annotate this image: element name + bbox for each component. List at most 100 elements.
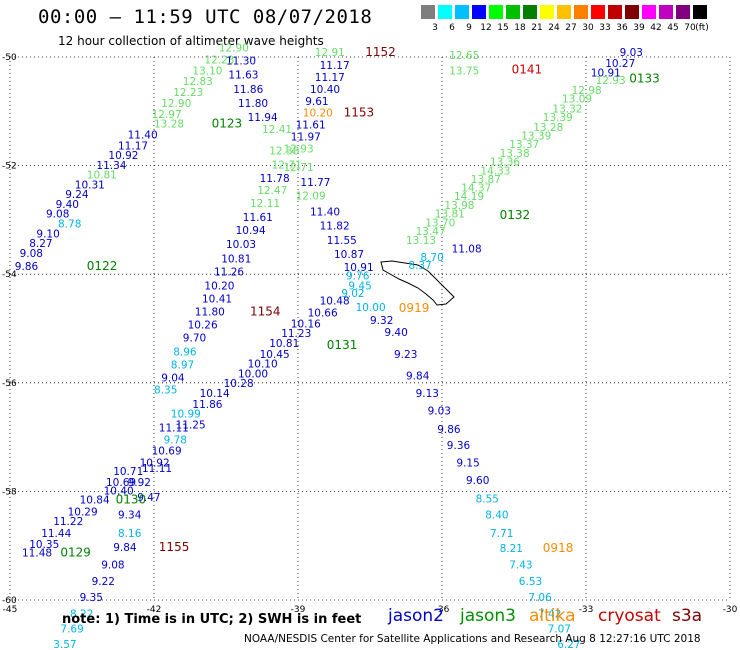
- wave-height-label: 11.40: [310, 207, 340, 219]
- wave-height-label: 10.27: [605, 58, 635, 70]
- wave-height-label: 11.48: [22, 548, 52, 560]
- wave-height-label: 9.04: [161, 373, 185, 385]
- wave-height-label: 13.70: [425, 217, 455, 229]
- pass-time-label: 0131: [327, 338, 358, 352]
- pass-time-label: 1153: [344, 106, 375, 120]
- wave-height-label: 11.22: [53, 516, 83, 528]
- lon-tick-label: -36: [435, 605, 450, 615]
- wave-height-label: 9.03: [620, 47, 643, 59]
- wave-height-label: 11.80: [195, 306, 225, 318]
- wave-height-label: 8.22: [70, 608, 93, 620]
- wave-height-label: 8.16: [118, 528, 142, 540]
- legend-swatch: [625, 5, 639, 19]
- wave-height-label: 10.94: [236, 225, 266, 237]
- legend-swatch: [455, 5, 469, 19]
- wave-height-label: 11.61: [296, 120, 326, 132]
- wave-height-label: 7.43: [509, 560, 532, 572]
- wave-height-label: 11.23: [281, 328, 311, 340]
- wave-height-label: 10.40: [310, 84, 340, 96]
- wave-height-label: 10.26: [188, 320, 218, 332]
- wave-height-label: 13.39: [521, 131, 551, 143]
- wave-height-label: 11.77: [300, 177, 330, 189]
- wave-height-label: 13.28: [533, 122, 563, 134]
- satellite-cryosat: cryosat: [598, 606, 661, 626]
- legend-label: 18: [514, 23, 526, 33]
- wave-height-label: 14.33: [480, 165, 510, 177]
- wave-height-label: 10.92: [108, 150, 138, 162]
- legend-label: 12: [480, 23, 492, 33]
- wave-height-label: 12.65: [449, 50, 479, 62]
- lat-tick-label: -50: [2, 53, 17, 63]
- pass-time-label: 0133: [629, 72, 660, 86]
- wave-height-label: 7.07: [548, 624, 571, 636]
- wave-height-label: 8.21: [500, 543, 523, 555]
- wave-height-label: 9.61: [305, 96, 328, 108]
- wave-height-label: 10.91: [344, 262, 374, 274]
- wave-height-label: 10.31: [75, 179, 105, 191]
- satellite-altika: altika: [529, 606, 576, 626]
- wave-height-label: 12.38: [269, 146, 299, 158]
- legend-label: 21: [531, 23, 543, 33]
- page-subtitle: 12 hour collection of altimeter wave hei…: [58, 34, 324, 48]
- wave-height-label: 11.97: [291, 132, 321, 144]
- wave-height-label: 12.41: [262, 124, 292, 136]
- wave-height-label: 12.83: [183, 76, 213, 88]
- wave-height-label: 10.14: [200, 388, 230, 400]
- wave-height-label: 12.90: [219, 43, 249, 55]
- wave-height-label: 8.78: [58, 219, 81, 231]
- wave-height-label: 10.35: [29, 539, 59, 551]
- wave-height-label: 10.87: [334, 249, 364, 261]
- wave-height-label: 9.45: [348, 280, 371, 292]
- wave-height-label: 13.10: [192, 65, 222, 77]
- wave-height-label: 8.70: [420, 252, 443, 264]
- wave-height-label: 13.38: [500, 148, 530, 160]
- wave-height-label: 9.86: [15, 261, 39, 273]
- lon-tick-label: -42: [147, 605, 162, 615]
- pass-time-label: 0141: [512, 62, 543, 76]
- wave-height-label: 12.23: [173, 87, 203, 99]
- wave-height-label: 10.81: [221, 253, 251, 265]
- wave-height-label: 6.27: [557, 639, 580, 650]
- wave-height-label: 10.40: [104, 486, 134, 498]
- wave-height-label: 12.71: [272, 159, 302, 171]
- pass-time-label: 0123: [212, 117, 243, 131]
- wave-height-label: 11.61: [243, 212, 273, 224]
- wave-height-label: 12.93: [596, 75, 626, 87]
- wave-height-label: 11.44: [41, 528, 71, 540]
- wave-height-label: 10.71: [113, 466, 143, 478]
- wave-height-label: 7.42: [538, 608, 561, 620]
- wave-height-label: 12.47: [257, 185, 287, 197]
- wave-height-label: 10.66: [308, 308, 338, 320]
- satellite-jason3: jason3: [460, 606, 516, 626]
- wave-height-label: 9.78: [164, 435, 187, 447]
- wave-height-label: 11.34: [96, 160, 126, 172]
- legend-label: 39: [633, 23, 645, 33]
- lon-tick-label: -39: [291, 605, 306, 615]
- wave-height-label: 10.20: [204, 280, 234, 292]
- wave-height-label: 13.32: [552, 103, 582, 115]
- legend-label: 36: [616, 23, 628, 33]
- pass-time-label: 0129: [60, 546, 91, 560]
- wave-height-label: 11.82: [320, 221, 350, 233]
- legend-swatch: [523, 5, 537, 19]
- wave-height-label: 9.08: [46, 209, 69, 221]
- wave-height-label: 9.40: [56, 199, 79, 211]
- wave-height-label: 13.87: [471, 174, 501, 186]
- wave-height-label: 9.84: [406, 371, 430, 383]
- wave-height-label: 9.47: [137, 492, 160, 504]
- wave-height-label: 10.41: [202, 293, 232, 305]
- wave-height-label: 12.97: [152, 109, 182, 121]
- legend-swatch: [557, 5, 571, 19]
- wave-height-label: 9.02: [341, 288, 364, 300]
- wave-height-label: 13.09: [562, 94, 592, 106]
- wave-height-label: 12.98: [572, 85, 602, 97]
- wave-height-label: 13.28: [154, 119, 184, 131]
- wave-height-label: 9.13: [416, 388, 439, 400]
- wave-height-label: 14.19: [454, 191, 484, 203]
- wave-height-label: 3.57: [53, 639, 76, 650]
- legend-swatch: [574, 5, 588, 19]
- legend-unit: (ft): [695, 23, 709, 33]
- legend-label: 15: [497, 23, 509, 33]
